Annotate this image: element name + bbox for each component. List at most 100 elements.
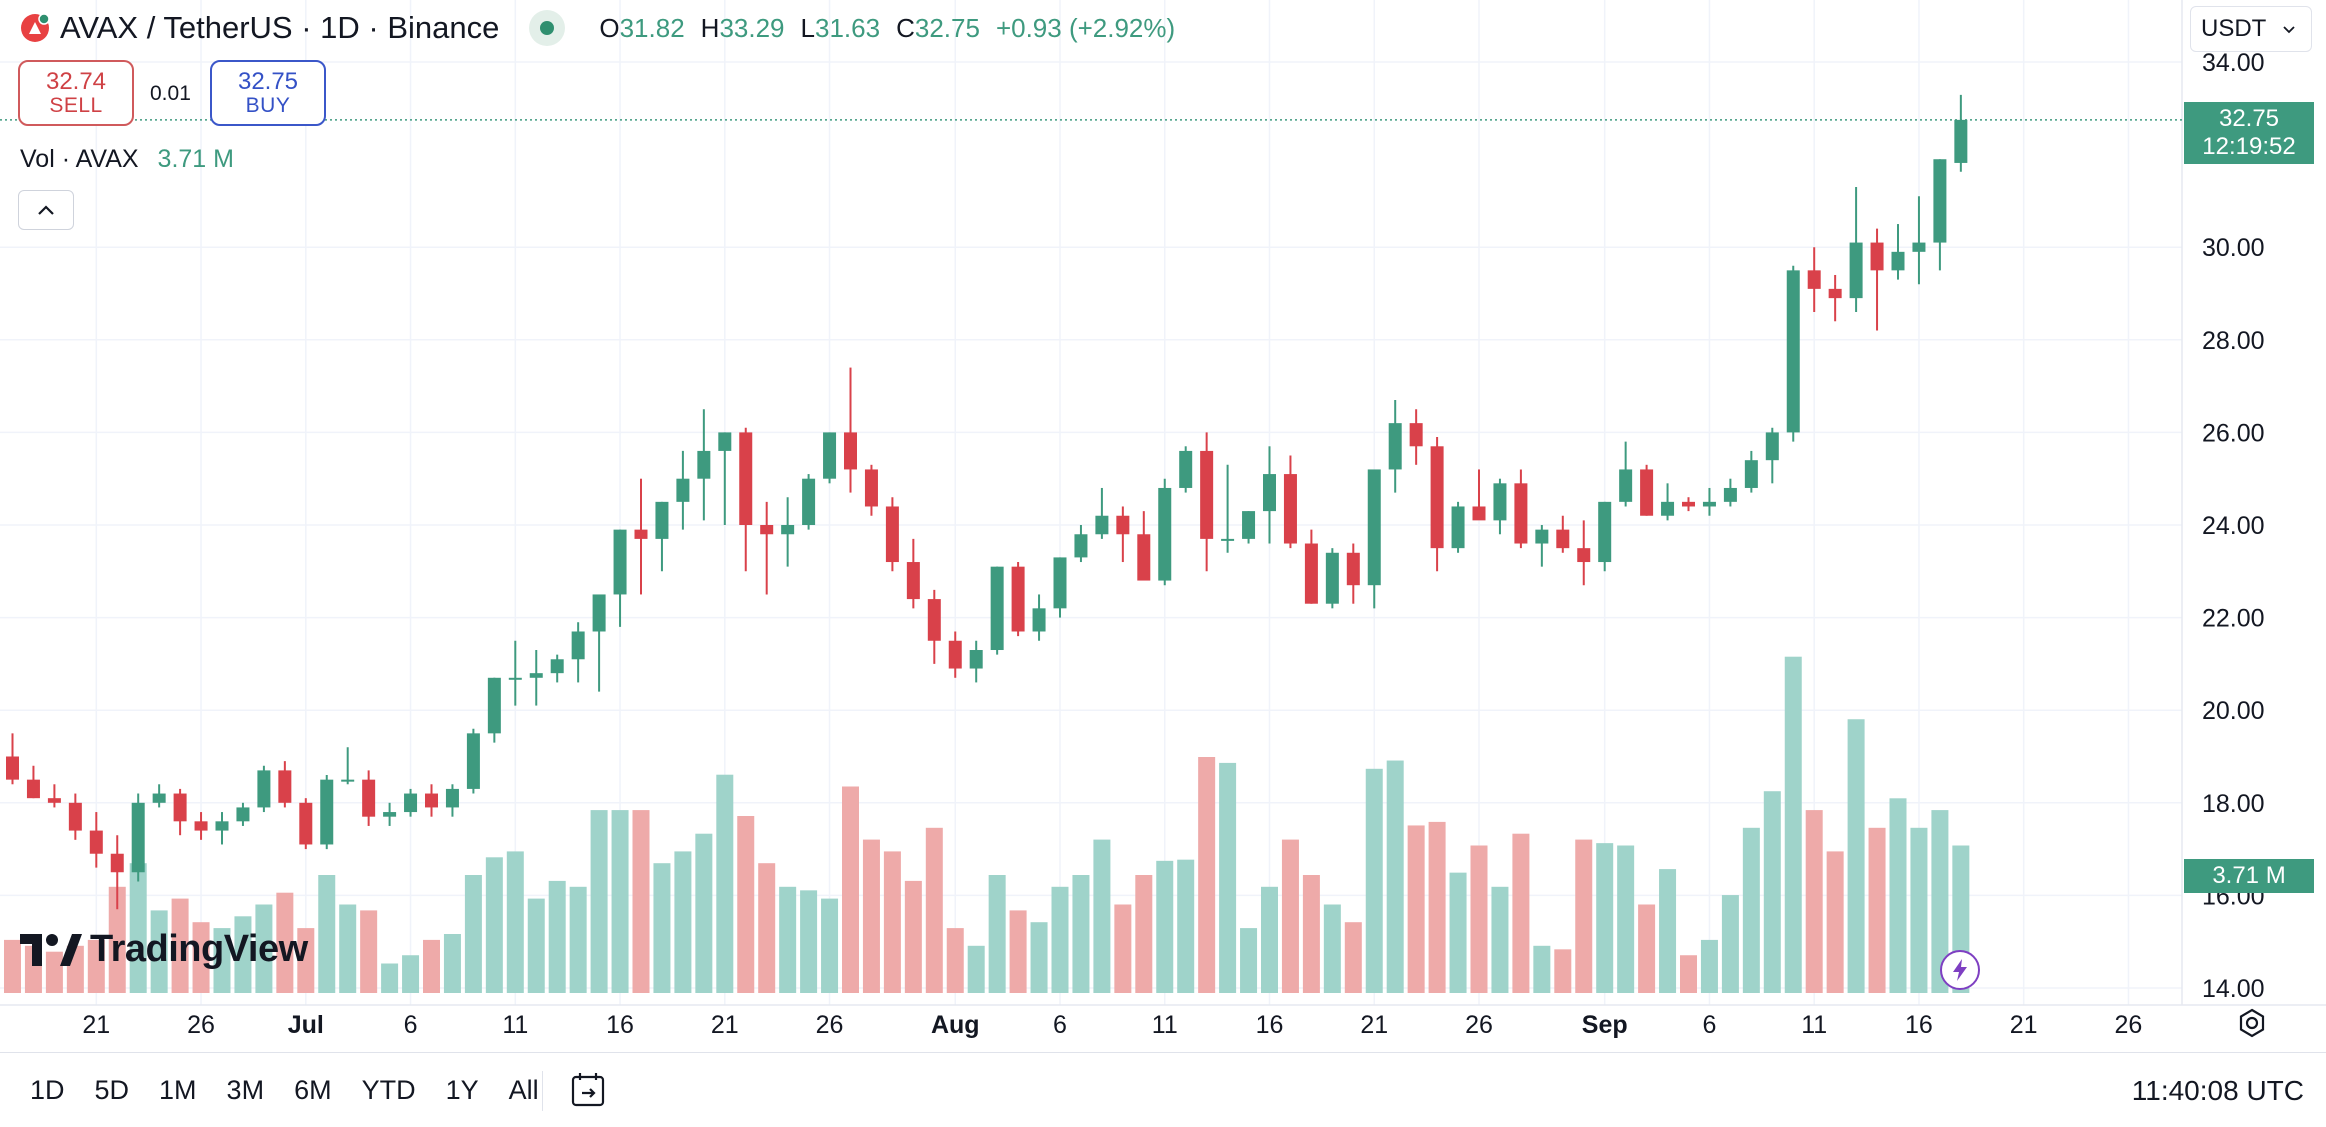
candle-body: [697, 450, 711, 479]
currency-select[interactable]: USDT: [2190, 6, 2312, 52]
buy-label: BUY: [245, 93, 291, 117]
volume-axis-label: 3.71 M: [2184, 859, 2314, 893]
bar-countdown: 12:19:52: [2202, 133, 2296, 160]
candle-body: [404, 793, 418, 813]
time-tick-label: 26: [1465, 1011, 1493, 1039]
candlestick-chart[interactable]: 34.00 30.00 28.00 26.00 24.00 22.00 20.00 18.00…: [0, 0, 2326, 1052]
price-tick-label: 20.00: [2202, 697, 2265, 725]
candle-body: [1074, 534, 1088, 558]
candle-body: [1493, 483, 1507, 521]
market-status-dot-icon: [529, 10, 566, 46]
candle-body: [1179, 450, 1193, 488]
range-1d[interactable]: 1D: [30, 1075, 65, 1105]
collapse-legend-button[interactable]: [18, 190, 74, 230]
range-1m[interactable]: 1M: [159, 1075, 197, 1105]
time-tick-label: 16: [1256, 1011, 1284, 1039]
volume-bar: [925, 827, 943, 993]
candle-body: [1367, 469, 1381, 586]
time-tick-label: 26: [816, 1011, 844, 1039]
last-price-label: 32.75 12:19:52: [2184, 102, 2314, 164]
range-ytd[interactable]: YTD: [361, 1075, 416, 1105]
volume-bar: [1742, 827, 1760, 993]
candle-body: [1870, 242, 1884, 271]
candle-body: [1849, 242, 1863, 299]
candle-body: [864, 469, 878, 507]
time-tick-label: 6: [1053, 1011, 1067, 1039]
range-1y[interactable]: 1Y: [445, 1075, 479, 1105]
volume-bar: [527, 898, 545, 993]
price-tick-label: 22.00: [2202, 605, 2265, 633]
candle-body: [1912, 242, 1926, 252]
candle-body: [1514, 483, 1528, 544]
currency-value: USDT: [2201, 15, 2267, 42]
time-tick-label: Sep: [1582, 1011, 1628, 1039]
symbol-title[interactable]: AVAX / TetherUS · 1D · Binance: [60, 10, 500, 45]
candle-body: [1242, 511, 1256, 539]
volume-bar: [758, 863, 776, 993]
time-tick-label: Jul: [288, 1011, 324, 1039]
volume-bar: [590, 810, 608, 993]
candle-body: [1828, 288, 1842, 299]
time-tick-label: 16: [606, 1011, 634, 1039]
sell-button[interactable]: 32.74 SELL: [18, 60, 134, 126]
time-tick-label: 11: [1801, 1011, 1827, 1039]
candle-body: [529, 673, 543, 678]
volume-bar: [1428, 821, 1446, 993]
volume-bar: [1700, 939, 1718, 993]
volume-bar: [548, 880, 566, 993]
volume-bar: [674, 851, 692, 993]
high-value: 33.29: [719, 12, 785, 43]
range-6m[interactable]: 6M: [294, 1075, 332, 1105]
volume-bar: [1826, 851, 1844, 993]
volume-bars: [4, 656, 1970, 993]
volume-bar: [213, 928, 231, 993]
bottom-toolbar: 1D 5D 1M 3M 6M YTD 1Y All 11:40:08 UTC: [0, 1052, 2326, 1127]
candle-body: [1304, 543, 1318, 604]
ohlc-values: O31.82 H33.29 L31.63 C32.75 +0.93 (+2.92…: [599, 13, 1175, 44]
calendar-goto-icon[interactable]: [568, 1069, 608, 1109]
volume-legend[interactable]: Vol · AVAX 3.71 M: [20, 145, 234, 174]
buy-button[interactable]: 32.75 BUY: [210, 60, 326, 126]
candle-body: [1535, 529, 1549, 544]
close-value: 32.75: [914, 12, 980, 43]
candle-body: [1388, 423, 1402, 470]
volume-bar: [1323, 904, 1341, 993]
candle-body: [948, 640, 962, 669]
candle-body: [445, 788, 459, 808]
volume-bar: [360, 910, 378, 993]
candle-body: [1807, 270, 1821, 289]
clock-utc[interactable]: 11:40:08 UTC: [2131, 1075, 2304, 1106]
candle-body: [152, 793, 166, 803]
range-5d[interactable]: 5D: [94, 1075, 130, 1105]
volume-bar: [423, 939, 440, 993]
volume-bar: [108, 886, 126, 993]
volume-legend-value: 3.71 M: [157, 145, 234, 173]
range-3m[interactable]: 3M: [226, 1075, 265, 1105]
candle-body: [1556, 529, 1570, 549]
volume-bar: [87, 939, 105, 993]
candle-body: [781, 525, 795, 535]
range-all[interactable]: All: [508, 1075, 539, 1105]
candle-body: [487, 677, 501, 734]
candle-body: [173, 793, 187, 822]
volume-bar: [485, 857, 503, 993]
candle-body: [1409, 423, 1423, 447]
candle-body: [1200, 450, 1214, 539]
lightning-icon[interactable]: [1940, 950, 1980, 990]
volume-bar: [4, 939, 21, 993]
volume-bar: [1575, 839, 1593, 993]
candle-body: [613, 529, 627, 595]
chevron-up-icon: [38, 205, 54, 215]
candle-body: [1744, 460, 1758, 488]
high-key: H: [700, 12, 720, 43]
candle-body: [110, 853, 124, 873]
candle-body: [760, 525, 774, 535]
settings-gear-icon[interactable]: [2236, 1007, 2268, 1039]
tradingview-logo[interactable]: TradingView: [20, 928, 308, 971]
volume-bar: [1219, 762, 1237, 993]
time-tick-label: 6: [1702, 1011, 1716, 1039]
candle-body: [592, 594, 606, 632]
candle-body: [1619, 469, 1633, 502]
volume-bar: [150, 910, 168, 993]
candle-body: [1325, 552, 1339, 604]
